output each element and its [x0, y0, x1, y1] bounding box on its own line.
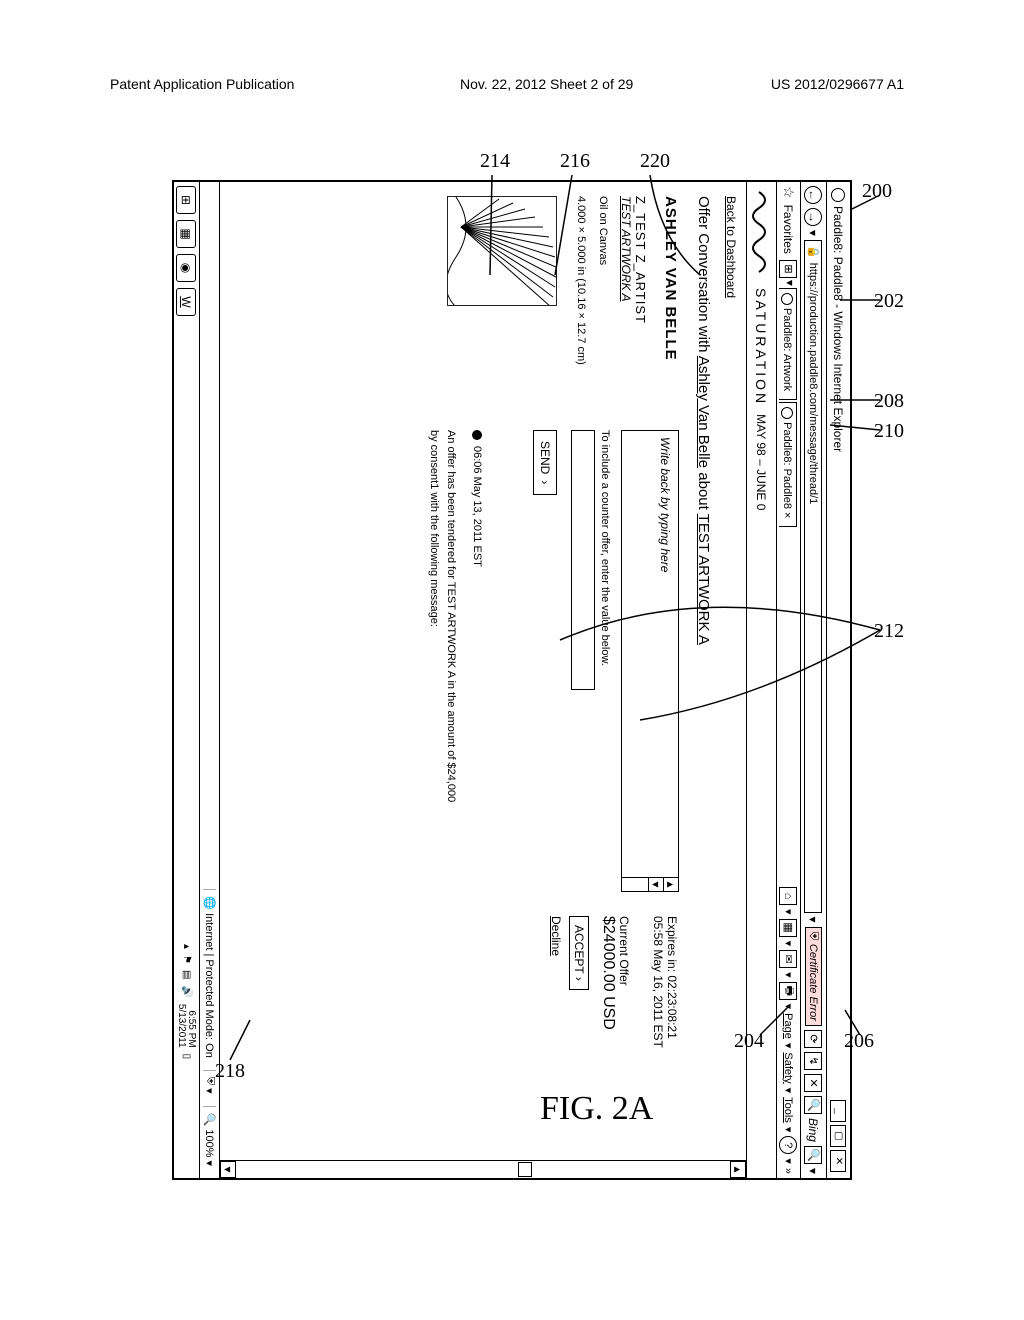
lead-lines [0, 0, 1024, 1320]
figure-label: FIG. 2A [540, 1090, 653, 1128]
